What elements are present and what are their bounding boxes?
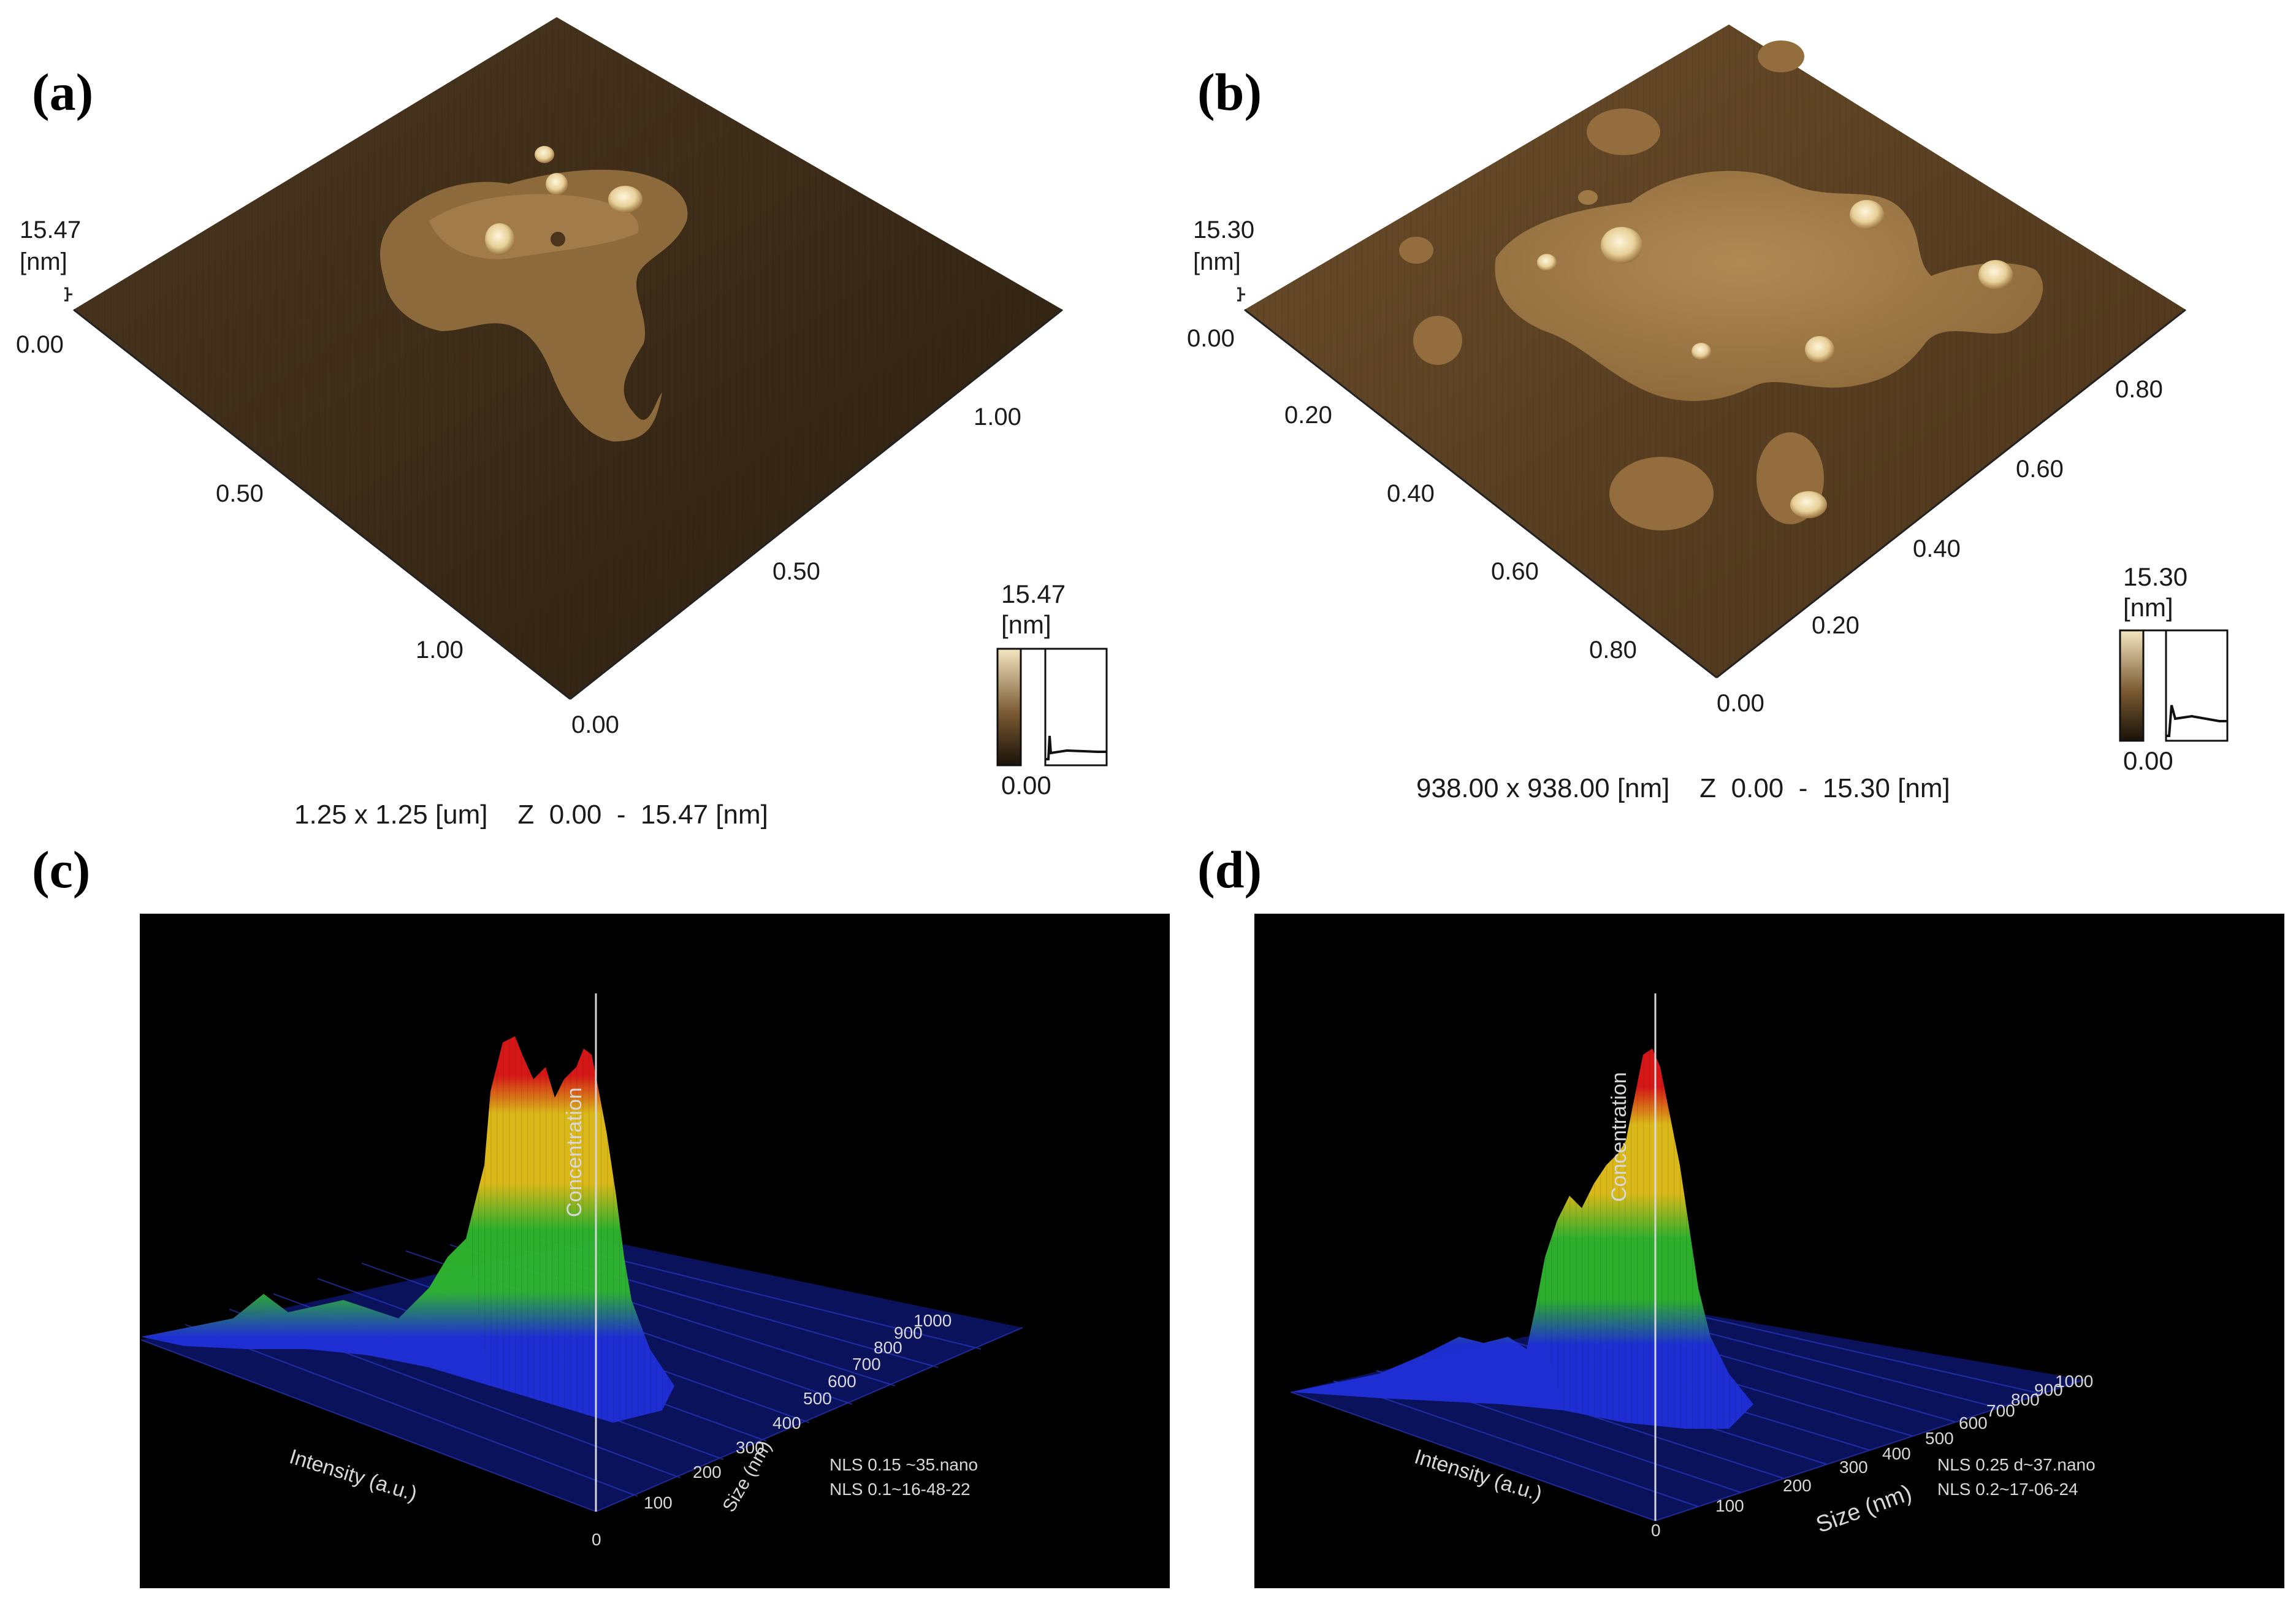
nls-legend1-d: NLS 0.25 d~37.nano — [1937, 1455, 2096, 1474]
afm-tick-right-b-3: 0.60 — [2016, 456, 2064, 483]
afm-tick-right-a-2: 1.00 — [974, 403, 1021, 430]
afm-tick-right-b-1: 0.20 — [1812, 612, 1859, 639]
panel-label-d: (d) — [1197, 840, 1262, 899]
nls-legend1-c: NLS 0.15 ~35.nano — [830, 1455, 978, 1474]
afm-z-axis-b — [1237, 287, 1245, 302]
nls-size-ticks-d: 0 100 200 300 400 500 600 700 800 900 10… — [1651, 1372, 2093, 1540]
afm-colorscale-b: 15.30 [nm] 0.00 — [2119, 562, 2229, 775]
nls-size-tick-c-10: 1000 — [913, 1311, 952, 1330]
afm-panel-a: 15.47 [nm] 0.00 0.50 1.00 0.00 0.50 1.00… — [16, 17, 1108, 830]
nls-size-tick-d-2: 200 — [1783, 1476, 1812, 1495]
afm-panel-b: 15.30 [nm] 0.00 0.20 0.40 0.60 0.80 0.00… — [1187, 25, 2229, 803]
afm-blob-b2 — [1413, 316, 1462, 365]
afm-blob-b4 — [1609, 457, 1714, 530]
afm-tick-left-b-2: 0.40 — [1387, 480, 1435, 507]
nls-size-tick-c-7: 700 — [852, 1355, 881, 1374]
afm-tick-right-b-0: 0.00 — [1717, 690, 1764, 717]
afm-scale-min-a: 0.00 — [1001, 771, 1051, 800]
nls-concentration-label-c: Concentration — [563, 1087, 586, 1217]
afm-zunit-a: [nm] — [20, 248, 67, 275]
panel-label-c: (c) — [32, 840, 91, 899]
afm-peak-b6 — [1790, 491, 1827, 518]
afm-zmax-b: 15.30 — [1193, 216, 1254, 243]
nls-size-tick-d-7: 700 — [1986, 1401, 2015, 1420]
nls-distribution-c-texture — [466, 1036, 674, 1423]
nls-size-tick-c-6: 600 — [828, 1372, 856, 1391]
afm-peak-b2 — [1850, 200, 1884, 229]
afm-peak-a3 — [546, 173, 568, 195]
nls-size-tick-d-1: 100 — [1715, 1496, 1744, 1515]
afm-peak-b5 — [1691, 343, 1711, 360]
afm-blob-b1 — [1587, 109, 1660, 155]
afm-colorscale-a: 15.47 [nm] 0.00 — [996, 579, 1108, 800]
nls-size-tick-c-1: 100 — [644, 1493, 673, 1512]
afm-tick-right-b-2: 0.40 — [1913, 535, 1961, 562]
nls-background-d — [1254, 914, 2284, 1588]
nls-size-tick-d-0: 0 — [1651, 1521, 1661, 1540]
panel-label-b: (b) — [1197, 63, 1262, 121]
afm-blob-b3 — [1399, 237, 1433, 264]
nls-size-ticks-c: 0 100 200 300 400 500 600 700 800 900 10… — [592, 1311, 952, 1549]
nls-size-tick-d-6: 600 — [1959, 1413, 1988, 1432]
afm-peak-b1 — [1601, 227, 1642, 264]
afm-tick-left-a-2: 1.00 — [416, 637, 463, 663]
afm-tick-left-a-1: 0.50 — [216, 480, 264, 507]
afm-axis-right-b — [1716, 308, 2186, 679]
afm-tick-right-b-4: 0.80 — [2115, 376, 2163, 403]
afm-tick-left-b-1: 0.20 — [1284, 402, 1332, 429]
afm-blob-b6 — [1758, 40, 1804, 72]
afm-blob-b7 — [1578, 190, 1598, 205]
nls-panel-d: Concentration Intensity (a.u.) Size (nm)… — [1254, 914, 2284, 1588]
afm-axis-left-b — [1244, 308, 1717, 679]
nls-size-tick-c-4: 400 — [772, 1413, 801, 1432]
nls-size-tick-c-5: 500 — [803, 1389, 832, 1408]
nls-concentration-label-d: Concentration — [1608, 1072, 1631, 1202]
afm-peak-a2 — [608, 186, 643, 213]
nls-size-tick-c-2: 200 — [693, 1463, 722, 1482]
afm-scale-unit-b: [nm] — [2123, 593, 2173, 622]
nls-legend2-d: NLS 0.2~17-06-24 — [1937, 1480, 2078, 1499]
nls-size-tick-d-10: 1000 — [2055, 1372, 2093, 1391]
panel-label-a: (a) — [32, 63, 94, 121]
afm-tick-right-a-0: 0.00 — [571, 711, 619, 738]
afm-peak-a4 — [535, 146, 554, 163]
afm-scale-max-a: 15.47 — [1001, 579, 1066, 608]
afm-peak-b4 — [1805, 336, 1834, 363]
afm-peak-b7 — [1537, 254, 1557, 271]
nls-panel-c: Concentration Intensity (a.u.) Size (nm)… — [140, 914, 1170, 1588]
nls-size-tick-d-9: 900 — [2034, 1380, 2063, 1399]
afm-tick-right-a-1: 0.50 — [772, 558, 820, 585]
afm-caption-a: 1.25 x 1.25 [um] Z 0.00 - 15.47 [nm] — [294, 800, 768, 830]
nls-size-tick-c-3: 300 — [736, 1438, 765, 1457]
afm-zmax-a: 15.47 — [20, 216, 81, 243]
afm-tick-left-b-4: 0.80 — [1589, 637, 1637, 663]
afm-zmin-b: 0.00 — [1187, 325, 1235, 352]
nls-size-tick-d-8: 800 — [2011, 1390, 2040, 1409]
afm-scale-unit-a: [nm] — [1001, 610, 1051, 639]
afm-axis-right-a — [570, 308, 1063, 700]
nls-size-tick-d-3: 300 — [1839, 1458, 1868, 1477]
afm-tick-left-b-3: 0.60 — [1491, 558, 1539, 585]
nls-legend2-c: NLS 0.1~16-48-22 — [830, 1480, 971, 1499]
nls-size-tick-c-8: 800 — [874, 1338, 902, 1357]
afm-zmin-a: 0.00 — [16, 331, 64, 358]
afm-scale-min-b: 0.00 — [2123, 746, 2173, 775]
afm-peak-b3 — [1978, 260, 2013, 289]
afm-zunit-b: [nm] — [1193, 248, 1241, 275]
afm-caption-b: 938.00 x 938.00 [nm] Z 0.00 - 15.30 [nm] — [1416, 773, 1950, 803]
afm-peak-a1 — [485, 223, 514, 255]
afm-z-axis-a — [64, 287, 72, 302]
nls-size-tick-d-5: 500 — [1925, 1429, 1954, 1448]
afm-hole-a — [551, 232, 565, 247]
nls-size-tick-d-4: 400 — [1882, 1444, 1911, 1463]
nls-distribution-d-texture — [1536, 1049, 1753, 1429]
afm-aggregate-b — [1495, 170, 2043, 401]
nls-size-tick-c-9: 900 — [894, 1323, 923, 1342]
nls-size-tick-c-0: 0 — [592, 1530, 601, 1549]
afm-flake-a-highlight — [429, 194, 639, 259]
afm-scale-max-b: 15.30 — [2123, 562, 2187, 591]
afm-axis-left-a — [73, 308, 571, 700]
